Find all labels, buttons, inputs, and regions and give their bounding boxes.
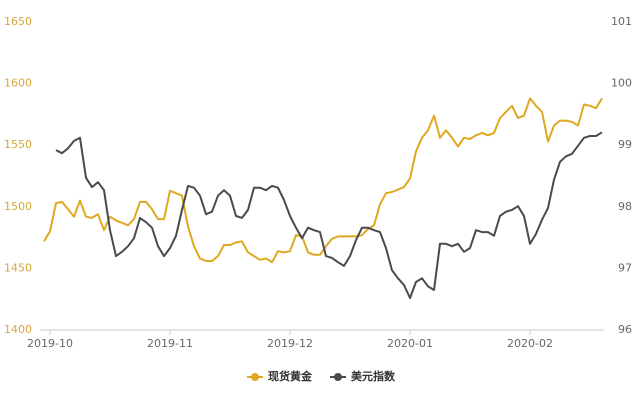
x-tick-label: 2019-11	[147, 337, 193, 350]
y2-tick-label: 96	[618, 323, 632, 336]
x-tick-label: 2019-10	[27, 337, 73, 350]
y2-tick-label: 101	[611, 15, 632, 28]
x-tick-label: 2020-02	[507, 337, 553, 350]
y-tick-label: 1650	[4, 15, 32, 28]
legend: 现货黄金 美元指数	[247, 369, 396, 383]
y-tick-label: 1450	[4, 261, 32, 274]
y2-tick-label: 99	[618, 138, 632, 151]
y-tick-label: 1500	[4, 200, 32, 213]
y-tick-label: 1600	[4, 77, 32, 90]
series-line	[43, 97, 603, 264]
legend-marker	[251, 373, 259, 381]
y2-tick-label: 97	[618, 261, 632, 274]
y-tick-label: 1550	[4, 138, 32, 151]
y2-tick-label: 98	[618, 200, 632, 213]
y-tick-label: 1400	[4, 323, 32, 336]
legend-label: 美元指数	[351, 369, 396, 383]
x-tick-label: 2020-01	[387, 337, 433, 350]
y2-tick-label: 100	[611, 77, 632, 90]
legend-marker	[334, 373, 342, 381]
legend-label: 现货黄金	[268, 369, 313, 383]
series-line	[55, 131, 603, 299]
x-tick-label: 2019-12	[267, 337, 313, 350]
